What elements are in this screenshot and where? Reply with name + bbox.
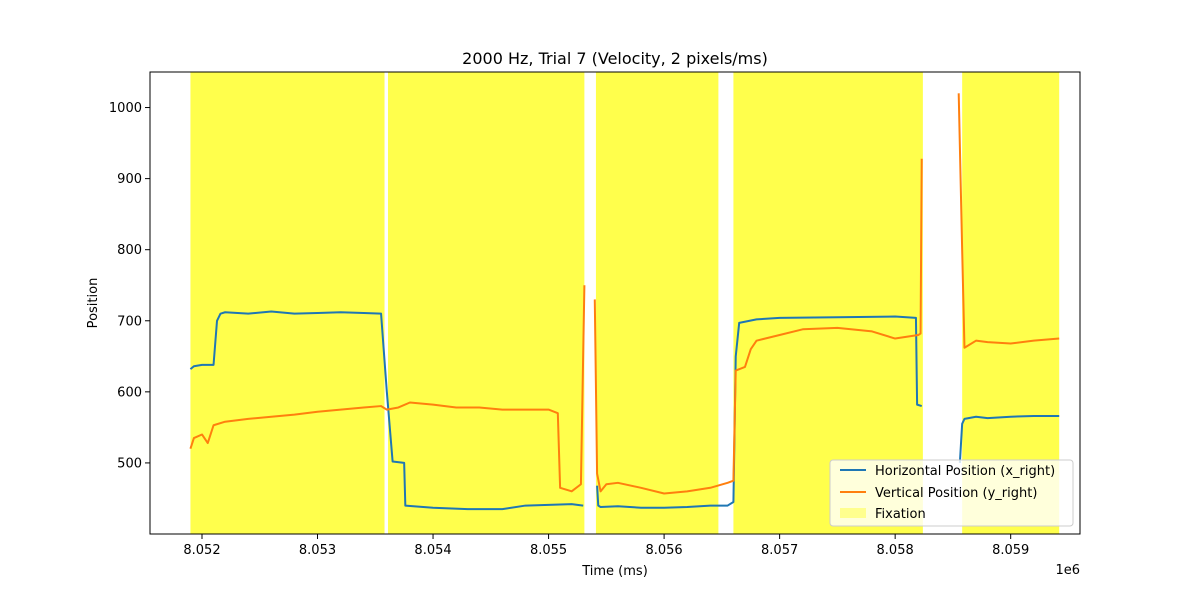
series-line-y-right [189, 285, 586, 493]
y-axis-label: Position [86, 278, 101, 329]
legend-swatch-fixation [840, 508, 866, 518]
series-line-x-right [958, 415, 1060, 463]
x-tick-label: 8.055 [530, 543, 567, 558]
fixation-span [387, 72, 585, 534]
y-tick-label: 700 [117, 314, 142, 329]
fixation-span [962, 72, 1060, 534]
x-tick-label: 8.053 [299, 543, 336, 558]
fixation-span [733, 72, 923, 534]
plot-frame [149, 71, 1081, 535]
legend-label-x-right: Horizontal Position (x_right) [875, 464, 1055, 479]
legend: Horizontal Position (x_right) Vertical P… [829, 459, 1074, 527]
y-tick-label: 1000 [109, 101, 142, 116]
series-line-x-right [189, 310, 584, 511]
series-line-x-right [596, 315, 923, 509]
series-layer [189, 93, 1060, 511]
x-tick-label: 8.058 [877, 543, 914, 558]
x-tick-label: 8.054 [414, 543, 451, 558]
x-tick-label: 8.059 [992, 543, 1029, 558]
legend-box [829, 459, 1074, 527]
x-axis-label: Time (ms) [581, 564, 648, 579]
fixation-span [190, 72, 385, 534]
x-axis-offset-label: 1e6 [1055, 563, 1080, 578]
fixation-span [595, 72, 719, 534]
y-tick-label: 800 [117, 243, 142, 258]
y-tick-label: 500 [117, 456, 142, 471]
y-tick-label: 600 [117, 385, 142, 400]
y-axis: 500 600 700 800 900 1000 [109, 101, 150, 471]
series-line-y-right [593, 158, 923, 495]
x-tick-label: 8.057 [761, 543, 798, 558]
series-line-y-right [957, 93, 1060, 349]
x-tick-label: 8.056 [645, 543, 682, 558]
chart-title: 2000 Hz, Trial 7 (Velocity, 2 pixels/ms) [462, 49, 768, 68]
fixation-layer [190, 72, 1060, 534]
x-axis: 8.052 8.053 8.054 8.055 8.056 8.057 8.058 8.059 [183, 534, 1029, 558]
legend-label-fixation: Fixation [875, 507, 926, 522]
legend-label-y-right: Vertical Position (y_right) [875, 486, 1037, 501]
y-tick-label: 900 [117, 172, 142, 187]
x-tick-label: 8.052 [183, 543, 220, 558]
